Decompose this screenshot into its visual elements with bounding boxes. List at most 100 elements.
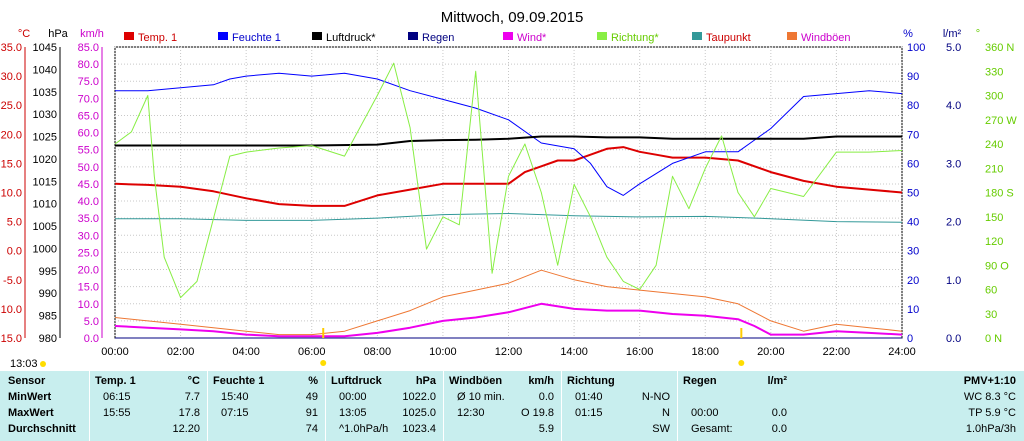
weather-chart: Mittwoch, 09.09.2015 Temp. 1 Feuchte 1 Luf… bbox=[0, 9, 1017, 370]
x-tick-label: 04:00 bbox=[232, 346, 260, 358]
stats-value: WC 8.3 °C bbox=[963, 391, 1016, 403]
right-axis-unit: ° bbox=[976, 28, 980, 40]
left-axis-tick: 25.0 bbox=[1, 100, 22, 112]
left-axis-tick: 85.0 bbox=[78, 42, 99, 54]
left-axis-unit: hPa bbox=[48, 28, 68, 40]
column-separator bbox=[89, 371, 90, 441]
x-tick-label: 16:00 bbox=[626, 346, 654, 358]
stats-value: O 19.8 bbox=[520, 407, 554, 419]
stats-time: 00:00 bbox=[691, 407, 719, 419]
left-axis-tick: 15.0 bbox=[1, 158, 22, 170]
legend-label: Windböen bbox=[801, 32, 851, 44]
right-axis-tick: 4.0 bbox=[946, 100, 961, 112]
stats-header: Feuchte 1 bbox=[213, 375, 265, 387]
left-axis-tick: 5.0 bbox=[84, 316, 99, 328]
right-axis-tick: 5.0 bbox=[946, 42, 961, 54]
stats-time: 12:30 bbox=[457, 407, 485, 419]
stats-value: N bbox=[662, 407, 670, 419]
left-axis-tick: 1040 bbox=[33, 64, 57, 76]
stats-value: 91 bbox=[305, 407, 318, 419]
legend-swatch bbox=[692, 32, 702, 40]
stats-value: N-NO bbox=[641, 391, 670, 403]
stats-value: 49 bbox=[305, 391, 318, 403]
stats-header: Windböen bbox=[449, 375, 503, 387]
right-axis-tick: 240 bbox=[985, 139, 1003, 151]
series-line-windb-en bbox=[114, 269, 903, 336]
left-axis-tick: 30.0 bbox=[1, 71, 22, 83]
x-tick-label: 06:00 bbox=[298, 346, 326, 358]
stats-unit: hPa bbox=[415, 375, 436, 387]
x-tick-label: 02:00 bbox=[167, 346, 195, 358]
column-separator bbox=[561, 371, 562, 441]
legend-label: Luftdruck* bbox=[326, 32, 376, 44]
left-axis-tick: 0.0 bbox=[7, 246, 22, 258]
legend-swatch bbox=[503, 32, 513, 40]
left-axis-tick: 15.0 bbox=[78, 282, 99, 294]
x-tick-label: 20:00 bbox=[757, 346, 785, 358]
chart-axes: 00:00 02:00 04:00 06:00 08:00 10:00 12:00 14:00… bbox=[0, 28, 1017, 358]
stats-time: Gesamt: bbox=[691, 423, 733, 435]
legend-swatch bbox=[787, 32, 797, 40]
right-axis-tick: 40 bbox=[907, 217, 919, 229]
series-line-luftdruck bbox=[115, 135, 902, 147]
right-axis-tick: 60 bbox=[907, 158, 919, 170]
left-axis-tick: 1000 bbox=[33, 243, 57, 255]
legend-swatch bbox=[124, 32, 134, 40]
stats-value: 1022.0 bbox=[402, 391, 436, 403]
x-tick-label: 18:00 bbox=[691, 346, 719, 358]
sun-marker-dot bbox=[738, 360, 745, 366]
left-axis-tick: 75.0 bbox=[78, 76, 99, 88]
right-axis-tick: 120 bbox=[985, 236, 1003, 248]
left-axis-tick: 980 bbox=[39, 333, 57, 345]
right-axis-tick: 10 bbox=[907, 304, 919, 316]
right-axis-tick: 330 bbox=[985, 66, 1003, 78]
right-axis-tick: 0 N bbox=[985, 333, 1002, 345]
stats-row-label: Durchschnitt bbox=[8, 423, 76, 435]
stats-time: 00:00 bbox=[339, 391, 367, 403]
right-axis-tick: 2.0 bbox=[946, 217, 961, 229]
chart-grid bbox=[114, 46, 903, 339]
right-axis-tick: 60 bbox=[985, 285, 997, 297]
left-axis-tick: 45.0 bbox=[78, 179, 99, 191]
right-axis-tick: 0.0 bbox=[946, 333, 961, 345]
left-axis-tick: -15.0 bbox=[0, 333, 22, 345]
stats-unit: % bbox=[308, 375, 318, 387]
left-axis-tick: -5.0 bbox=[3, 275, 22, 287]
left-axis-tick: 35.0 bbox=[1, 42, 22, 54]
left-axis-tick: 60.0 bbox=[78, 128, 99, 140]
stats-value: 17.8 bbox=[178, 407, 200, 419]
left-axis-tick: 1010 bbox=[33, 199, 57, 211]
stats-time: 15:40 bbox=[221, 391, 249, 403]
right-axis-tick: 360 N bbox=[985, 42, 1014, 54]
legend-swatch bbox=[597, 32, 607, 40]
right-axis-tick: 70 bbox=[907, 129, 919, 141]
stats-value: TP 5.9 °C bbox=[968, 407, 1016, 419]
series-line-taupunkt bbox=[115, 213, 903, 223]
time-marker-dot bbox=[40, 361, 46, 367]
stats-value: 5.9 bbox=[538, 423, 554, 435]
stats-value: 12.20 bbox=[172, 423, 200, 435]
sun-marker-dot bbox=[320, 360, 327, 366]
right-axis-tick: 3.0 bbox=[946, 158, 961, 170]
legend-label: Regen bbox=[422, 32, 454, 44]
right-axis-unit: l/m² bbox=[943, 28, 962, 40]
stats-value: 1025.0 bbox=[402, 407, 436, 419]
stats-row-label: MinWert bbox=[8, 391, 52, 403]
stats-time: Ø 10 min. bbox=[457, 391, 505, 403]
stats-value: 74 bbox=[305, 423, 318, 435]
stats-value: 0.0 bbox=[771, 423, 787, 435]
left-axis-tick: 990 bbox=[39, 288, 57, 300]
left-axis-tick: 10.0 bbox=[78, 299, 99, 311]
chart-legend: Temp. 1 Feuchte 1 Luftdruck* Regen Wind* Rich… bbox=[124, 32, 851, 44]
right-axis-tick: 180 S bbox=[985, 188, 1014, 200]
left-axis-tick: 1030 bbox=[33, 109, 57, 121]
stats-unit: °C bbox=[187, 375, 200, 387]
left-axis-tick: 50.0 bbox=[78, 162, 99, 174]
column-separator bbox=[677, 371, 678, 441]
left-axis-tick: 1005 bbox=[33, 221, 57, 233]
left-axis-tick: 65.0 bbox=[78, 110, 99, 122]
left-axis-tick: 35.0 bbox=[78, 213, 99, 225]
stats-value: 1.0hPa/3h bbox=[965, 423, 1016, 435]
stats-value: 1023.4 bbox=[402, 423, 436, 435]
stats-unit: km/h bbox=[528, 375, 554, 387]
